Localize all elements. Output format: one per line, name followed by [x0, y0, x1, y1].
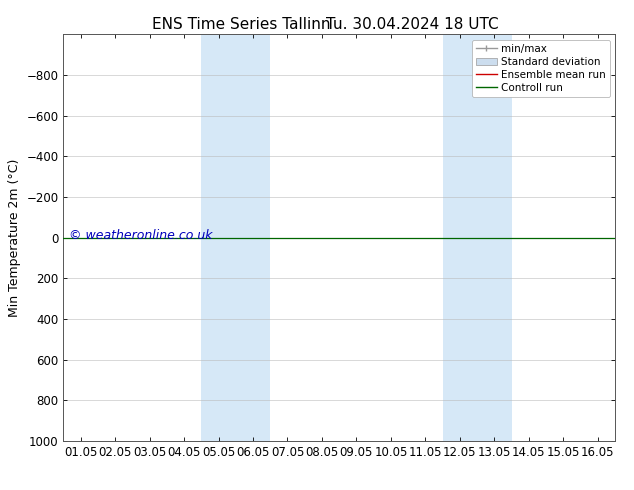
Bar: [202, 34, 270, 441]
Bar: [443, 34, 512, 441]
Legend: min/max, Standard deviation, Ensemble mean run, Controll run: min/max, Standard deviation, Ensemble me…: [472, 40, 610, 97]
Text: © weatheronline.co.uk: © weatheronline.co.uk: [69, 229, 212, 242]
Text: ENS Time Series Tallinn: ENS Time Series Tallinn: [152, 17, 330, 32]
Y-axis label: Min Temperature 2m (°C): Min Temperature 2m (°C): [8, 158, 21, 317]
Text: Tu. 30.04.2024 18 UTC: Tu. 30.04.2024 18 UTC: [326, 17, 498, 32]
